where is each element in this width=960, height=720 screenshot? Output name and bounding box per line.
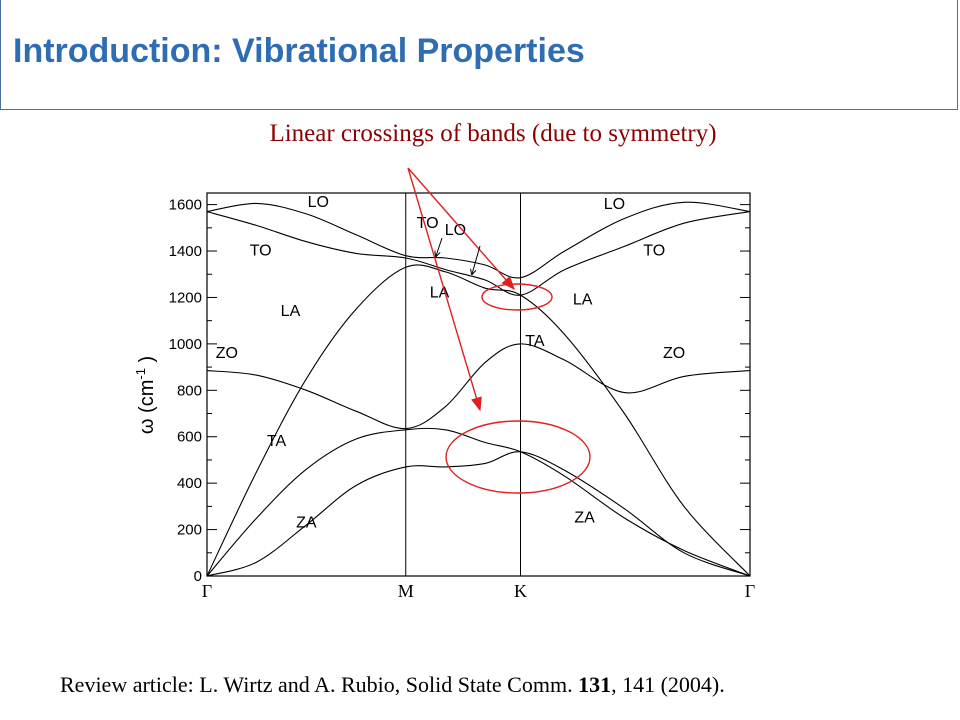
x-tick-label: Γ <box>745 581 755 601</box>
page-title: Introduction: Vibrational Properties <box>13 32 585 70</box>
band-label-to: TO <box>417 215 439 232</box>
y-tick-label: 600 <box>177 429 202 446</box>
band-label-lo: LO <box>445 222 466 239</box>
band-label-za: ZA <box>296 514 317 531</box>
citation: Review article: L. Wirtz and A. Rubio, S… <box>60 672 725 698</box>
band-label-la: LA <box>573 291 593 308</box>
y-tick-label: 800 <box>177 382 202 399</box>
citation-prefix: Review article: L. Wirtz and A. Rubio, S… <box>60 672 579 697</box>
y-tick-label: 200 <box>177 522 202 539</box>
x-tick-label: K <box>514 581 527 601</box>
x-tick-label: Γ <box>202 581 212 601</box>
crossing-circle-lower <box>445 420 591 494</box>
band-labels: LO TO LA ZO TA ZA TO LO LA TA LO TO LA ZO ZA <box>216 194 685 531</box>
series-line-za <box>206 451 751 577</box>
series-line-ta <box>206 427 751 577</box>
band-label-ta: TA <box>525 333 545 350</box>
y-tick-label: 1600 <box>169 197 202 214</box>
band-label-to: TO <box>250 243 272 260</box>
callout-arrow-lower <box>407 167 482 412</box>
callout-text: Linear crossings of bands (due to symmet… <box>269 120 717 147</box>
to-pointer-arrow <box>436 237 443 256</box>
series-line-to <box>206 211 751 296</box>
band-label-la: LA <box>281 303 301 320</box>
crossing-circle-upper <box>481 283 553 311</box>
series-curves <box>206 201 751 577</box>
title-bar: Introduction: Vibrational Properties <box>0 0 958 110</box>
band-label-zo: ZO <box>216 345 238 362</box>
plot-frame <box>206 192 751 577</box>
annotations <box>407 167 591 494</box>
citation-volume: 131 <box>578 672 612 697</box>
band-label-to: TO <box>643 243 665 260</box>
y-axis-label: ω (cm-1 ) <box>133 356 158 434</box>
citation-suffix: , 141 (2004). <box>611 672 725 697</box>
band-label-ta: TA <box>267 433 287 450</box>
band-label-lo: LO <box>308 194 329 211</box>
band-label-lo: LO <box>604 196 625 213</box>
series-line-lo <box>206 201 751 279</box>
band-label-zo: ZO <box>663 345 685 362</box>
series-line-zo <box>206 343 751 430</box>
y-tick-label: 1000 <box>169 336 202 353</box>
band-label-la: LA <box>430 284 450 301</box>
x-tick-label: M <box>398 581 414 601</box>
y-tick-label: 1200 <box>169 289 202 306</box>
lo-pointer-arrow <box>472 245 481 274</box>
band-label-za: ZA <box>574 510 595 527</box>
series-line-la <box>206 264 751 577</box>
y-tick-label: 400 <box>177 475 202 492</box>
callout-arrow-upper <box>407 167 515 291</box>
y-tick-label: 1400 <box>169 243 202 260</box>
y-tick-label: 0 <box>194 568 202 585</box>
